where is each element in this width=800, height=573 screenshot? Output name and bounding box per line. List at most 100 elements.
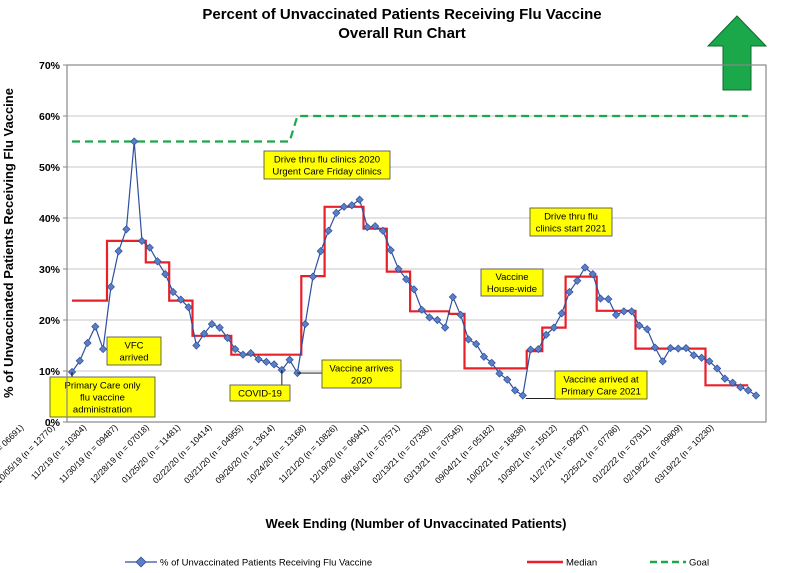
- annotation-text: Primary Care only: [64, 381, 140, 392]
- annotation-text: COVID-19: [238, 389, 282, 400]
- y-tick-label: 0%: [45, 417, 61, 429]
- data-line: [71, 141, 757, 397]
- data-point: [339, 202, 349, 211]
- data-point: [301, 319, 310, 329]
- data-point: [635, 321, 644, 330]
- data-point: [580, 263, 590, 272]
- data-point: [207, 319, 217, 329]
- data-point: [604, 294, 613, 304]
- data-point: [316, 247, 325, 256]
- data-point: [269, 360, 279, 369]
- annotation-text: flu vaccine: [80, 393, 125, 404]
- data-point: [122, 225, 131, 234]
- chart-title: Percent of Unvaccinated Patients Receivi…: [202, 6, 601, 23]
- data-point: [192, 341, 201, 350]
- x-tick-label: 02/22/20 (n = 10414): [151, 422, 214, 485]
- y-tick-label: 30%: [39, 264, 61, 276]
- data-point: [697, 353, 706, 362]
- data-point: [254, 355, 263, 364]
- x-tick-label: 01/22/22 (n = 07911): [590, 422, 653, 485]
- annotation-text: Drive thru flu clinics 2020: [274, 155, 380, 166]
- data-point: [720, 374, 730, 383]
- y-tick-label: 60%: [39, 111, 61, 123]
- x-tick-label: 11/27/21 (n = 09297): [527, 422, 590, 485]
- x-tick-label: 12/25/21 (n = 07786): [558, 422, 621, 485]
- data-point: [472, 339, 481, 349]
- median-line: [72, 205, 749, 387]
- data-point: [542, 330, 551, 339]
- x-tick-label: 03/21/20 (n = 04955): [182, 422, 245, 485]
- annotation-text: clinics start 2021: [536, 224, 607, 235]
- annotation-box: [263, 150, 391, 180]
- x-tick-label: 12/28/19 (n = 07018): [88, 422, 151, 485]
- data-point: [246, 349, 255, 358]
- data-point: [402, 275, 411, 284]
- annotation-text: Vaccine arrives: [329, 364, 393, 375]
- data-point: [744, 386, 753, 395]
- data-point: [184, 303, 193, 312]
- y-tick-label: 10%: [39, 366, 61, 378]
- annotation-box: [321, 359, 402, 389]
- y-tick-label: 50%: [39, 162, 61, 174]
- data-point: [130, 137, 139, 146]
- data-point: [650, 343, 660, 352]
- data-point: [433, 315, 442, 325]
- data-point: [643, 325, 652, 334]
- data-point: [91, 322, 100, 331]
- data-point: [223, 333, 232, 342]
- data-point: [371, 222, 380, 231]
- data-point: [75, 356, 84, 365]
- data-point: [355, 195, 364, 204]
- series-layer: [67, 114, 761, 400]
- data-point: [503, 375, 512, 384]
- data-point: [518, 391, 527, 400]
- data-point: [464, 335, 473, 344]
- data-point: [332, 208, 341, 217]
- annotation-box: [229, 384, 291, 402]
- data-point: [534, 344, 543, 354]
- annotation-box: [106, 336, 162, 366]
- data-point: [378, 226, 388, 235]
- data-point: [549, 323, 559, 332]
- annotation-text: VFC: [125, 341, 144, 352]
- y-tick-label: 40%: [39, 213, 61, 225]
- goal-line: [72, 114, 749, 143]
- data-point: [409, 285, 419, 294]
- data-point: [153, 257, 162, 266]
- data-point: [573, 276, 582, 285]
- gridlines: [67, 115, 766, 372]
- annotation-text: administration: [73, 405, 132, 416]
- data-point: [596, 294, 605, 303]
- data-point: [611, 310, 621, 319]
- y-axis-label: % of Unvaccinated Patients Receiving Flu…: [1, 88, 16, 398]
- data-point: [308, 272, 318, 281]
- data-point: [363, 223, 372, 232]
- data-point: [487, 358, 496, 367]
- data-point: [161, 270, 170, 279]
- x-tick-label: 01/25/20 (n = 11481): [120, 422, 183, 485]
- data-point: [627, 307, 636, 316]
- data-point: [83, 338, 92, 348]
- x-tick-label: 03/13/21 (n = 07545): [401, 422, 464, 485]
- data-point: [200, 329, 209, 338]
- data-point: [215, 323, 224, 332]
- data-point: [324, 226, 333, 235]
- annotation-box: [480, 268, 544, 297]
- data-point: [681, 343, 691, 353]
- x-tick-label: 10/30/21 (n = 15012): [496, 422, 559, 485]
- annotation-text: arrived: [119, 353, 148, 364]
- x-tick-label: 02/13/21 (n = 07330): [370, 422, 433, 485]
- legend: % of Unvaccinated Patients Receiving Flu…: [125, 556, 709, 569]
- annotation-box: [529, 207, 613, 237]
- up-arrow-icon: [706, 15, 768, 91]
- data-point: [658, 357, 667, 366]
- legend-data-marker: [135, 556, 147, 568]
- data-point: [728, 378, 737, 387]
- data-point: [557, 309, 566, 318]
- x-axis-label: Week Ending (Number of Unvaccinated Pati…: [266, 516, 567, 531]
- data-point: [262, 357, 271, 366]
- data-point: [106, 282, 115, 291]
- data-point: [689, 351, 698, 360]
